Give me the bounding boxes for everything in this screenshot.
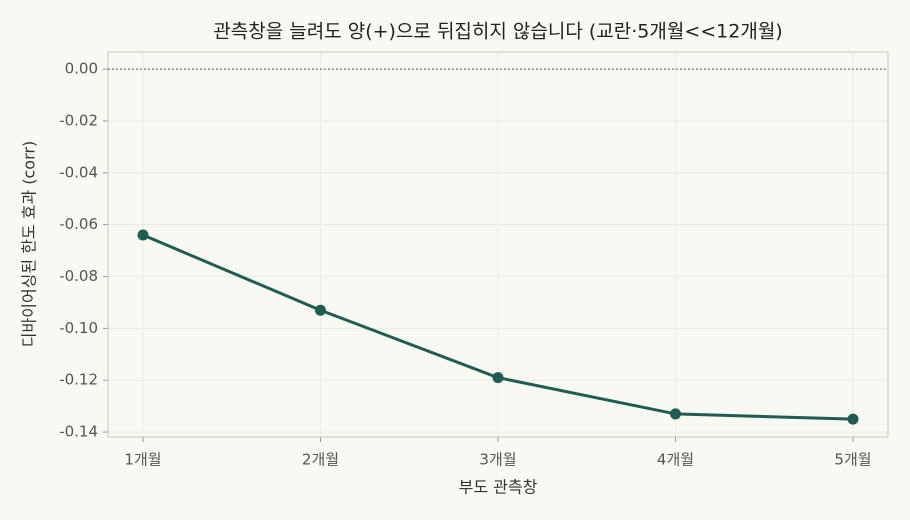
y-tick-label: -0.08: [59, 267, 98, 285]
data-point: [847, 413, 859, 425]
x-tick-label: 1개월: [124, 451, 161, 469]
chart-title: 관측창을 늘려도 양(+)으로 뒤집히지 않습니다 (교란·5개월<<12개월): [213, 21, 782, 43]
x-tick-label: 3개월: [479, 451, 516, 469]
data-point: [315, 304, 326, 316]
y-tick-label: -0.10: [59, 319, 98, 337]
plot-frame: [107, 51, 889, 438]
y-tick-label: -0.12: [59, 371, 98, 389]
x-tick-label: 5개월: [834, 451, 871, 469]
x-tick-label: 4개월: [657, 451, 694, 469]
data-point: [137, 229, 149, 241]
data-point: [492, 372, 504, 384]
y-tick-label: -0.14: [59, 423, 98, 441]
x-axis-label: 부도 관측창: [459, 478, 538, 497]
y-tick-label: -0.02: [59, 111, 98, 129]
y-tick-label: -0.06: [59, 215, 98, 233]
y-tick-label: -0.04: [59, 163, 98, 181]
data-point: [670, 408, 681, 420]
x-tick-label: 2개월: [302, 451, 339, 469]
y-axis-label: 디바이어싱된 한도 효과 (corr): [20, 141, 39, 347]
y-tick-label: 0.00: [65, 60, 98, 78]
